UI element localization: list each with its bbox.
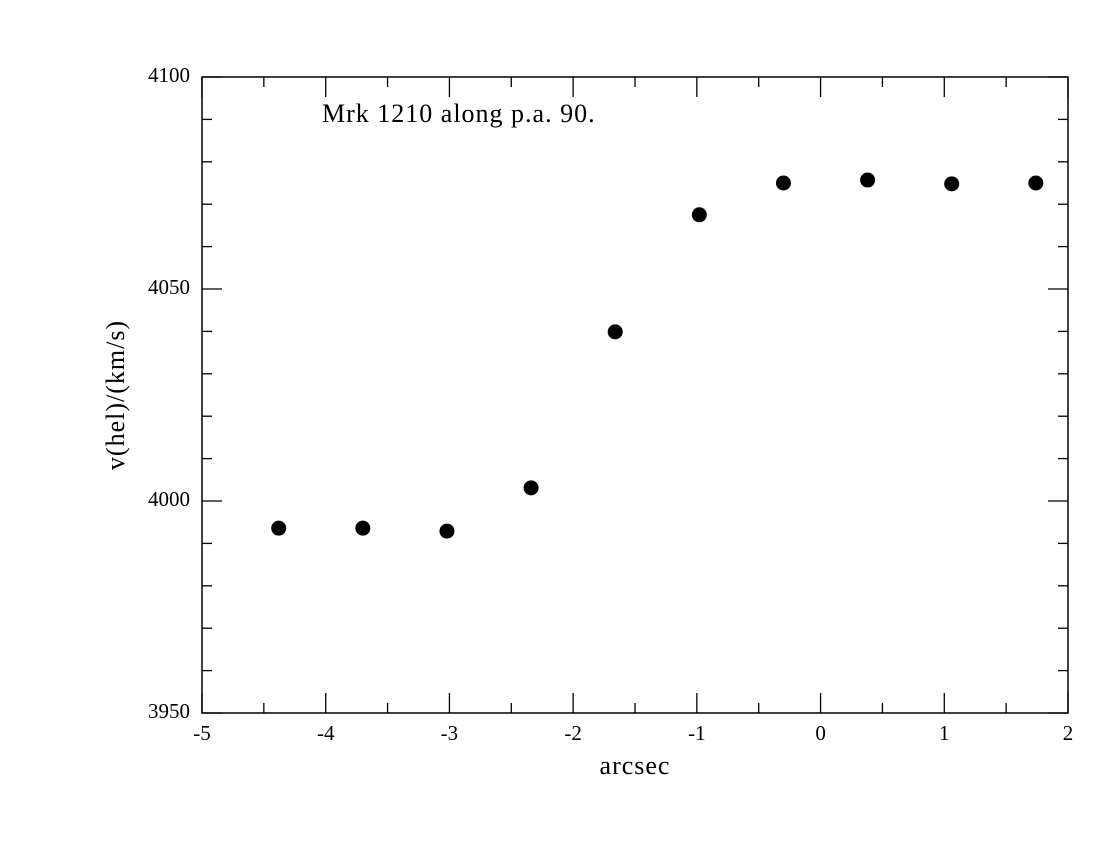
x-tick-label: 0 [815, 721, 826, 745]
point [607, 324, 623, 340]
y-tick-label: 4000 [148, 487, 190, 511]
annotation: Mrk 1210 along p.a. 90. [322, 99, 596, 128]
y-tick-label: 4100 [148, 63, 190, 87]
plot-frame [201, 76, 1069, 714]
point [775, 175, 791, 191]
point [355, 520, 371, 536]
x-axis-label: arcsec [600, 751, 671, 780]
point [271, 520, 287, 536]
y-axis-label: v(hel)/(km/s) [101, 320, 130, 470]
point [1028, 175, 1044, 191]
point [860, 172, 876, 188]
x-tick-label: -1 [688, 721, 706, 745]
x-tick-label: -3 [441, 721, 459, 745]
x-tick-label: 2 [1063, 721, 1074, 745]
x-tick-label: 1 [939, 721, 950, 745]
x-tick-label: -2 [564, 721, 582, 745]
x-tick-label: -5 [193, 721, 211, 745]
point [439, 523, 455, 539]
y-tick-label: 4050 [148, 275, 190, 299]
point [944, 176, 960, 192]
point [691, 207, 707, 223]
y-tick-label: 3950 [148, 699, 190, 723]
point [523, 480, 539, 496]
x-tick-label: -4 [317, 721, 335, 745]
